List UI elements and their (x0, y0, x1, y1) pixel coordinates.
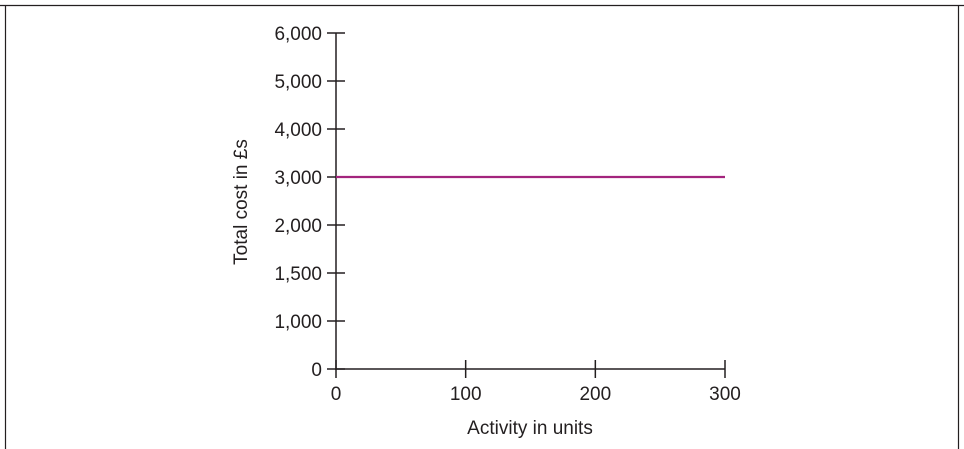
x-axis-title: Activity in units (467, 418, 593, 439)
y-tick-label: 5,000 (274, 72, 322, 93)
y-tick-label: 2,000 (274, 216, 322, 237)
y-tick-label: 1,500 (274, 264, 322, 285)
y-tick-label: 4,000 (274, 120, 322, 141)
y-ticks: 0 1,000 1,500 2,000 3,000 4,000 5,000 6,000 (274, 24, 345, 381)
x-tick-label: 200 (579, 384, 611, 405)
y-tick-label: 6,000 (274, 24, 322, 45)
plot-area: 0 1,000 1,500 2,000 3,000 4,000 5,000 6,000 0 10… (274, 24, 740, 405)
x-ticks: 0 100 200 300 (331, 360, 741, 405)
y-tick-label: 3,000 (274, 168, 322, 189)
x-tick-label: 100 (450, 384, 482, 405)
y-axis-title: Total cost in £s (231, 139, 252, 265)
x-tick-label: 0 (331, 384, 342, 405)
y-tick-label: 1,000 (274, 312, 322, 333)
y-tick-label: 0 (311, 360, 322, 381)
x-tick-label: 300 (709, 384, 741, 405)
